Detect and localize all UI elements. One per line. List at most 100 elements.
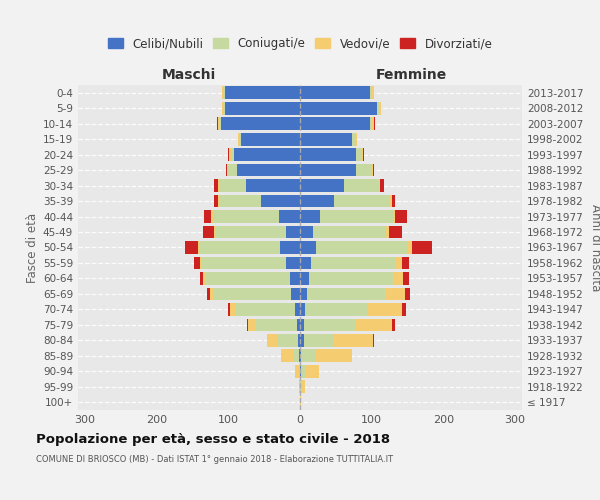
- Bar: [300, 365, 301, 378]
- Bar: [298, 334, 300, 346]
- Bar: [221, 118, 300, 130]
- Bar: [344, 179, 379, 192]
- Bar: [370, 86, 373, 99]
- Bar: [320, 210, 393, 223]
- Bar: [226, 164, 227, 176]
- Bar: [386, 226, 389, 238]
- Bar: [203, 272, 205, 285]
- Bar: [217, 118, 218, 130]
- Bar: [355, 133, 356, 145]
- Bar: [373, 164, 374, 176]
- Bar: [401, 256, 409, 270]
- Bar: [316, 241, 407, 254]
- Bar: [211, 210, 212, 223]
- Y-axis label: Anni di nascita: Anni di nascita: [589, 204, 600, 291]
- Bar: [267, 334, 278, 346]
- Text: Maschi: Maschi: [162, 68, 216, 82]
- Bar: [222, 86, 223, 99]
- Bar: [412, 241, 433, 254]
- Bar: [223, 102, 225, 115]
- Bar: [300, 226, 313, 238]
- Bar: [300, 380, 301, 393]
- Bar: [334, 334, 373, 346]
- Bar: [305, 365, 319, 378]
- Bar: [403, 272, 409, 285]
- Bar: [185, 241, 199, 254]
- Bar: [200, 272, 203, 285]
- Bar: [393, 210, 395, 223]
- Bar: [260, 194, 300, 207]
- Bar: [211, 288, 214, 300]
- Bar: [300, 241, 316, 254]
- Bar: [300, 148, 356, 161]
- Bar: [292, 288, 300, 300]
- Bar: [214, 226, 215, 238]
- Bar: [297, 318, 300, 331]
- Bar: [248, 318, 256, 331]
- Bar: [194, 256, 200, 270]
- Bar: [207, 288, 211, 300]
- Bar: [377, 102, 379, 115]
- Bar: [225, 86, 300, 99]
- Bar: [385, 288, 404, 300]
- Bar: [281, 350, 293, 362]
- Bar: [240, 133, 241, 145]
- Bar: [392, 318, 395, 331]
- Bar: [199, 241, 200, 254]
- Bar: [300, 118, 370, 130]
- Text: COMUNE DI BRIOSCO (MB) - Dati ISTAT 1° gennaio 2018 - Elaborazione TUTTITALIA.IT: COMUNE DI BRIOSCO (MB) - Dati ISTAT 1° g…: [36, 455, 393, 464]
- Bar: [229, 164, 237, 176]
- Bar: [300, 303, 305, 316]
- Bar: [212, 210, 278, 223]
- Bar: [379, 179, 380, 192]
- Bar: [237, 164, 300, 176]
- Bar: [352, 133, 355, 145]
- Bar: [219, 194, 260, 207]
- Bar: [356, 148, 362, 161]
- Bar: [295, 303, 300, 316]
- Bar: [393, 272, 403, 285]
- Bar: [374, 118, 375, 130]
- Bar: [203, 226, 214, 238]
- Bar: [295, 365, 299, 378]
- Bar: [368, 303, 403, 316]
- Bar: [334, 194, 390, 207]
- Bar: [300, 318, 304, 331]
- Bar: [222, 102, 223, 115]
- Bar: [218, 179, 219, 192]
- Bar: [301, 380, 305, 393]
- Bar: [300, 334, 304, 346]
- Bar: [300, 256, 311, 270]
- Bar: [300, 350, 301, 362]
- Bar: [370, 118, 373, 130]
- Bar: [395, 210, 407, 223]
- Bar: [404, 288, 410, 300]
- Bar: [227, 148, 229, 161]
- Bar: [313, 226, 386, 238]
- Bar: [355, 318, 392, 331]
- Bar: [379, 102, 381, 115]
- Bar: [227, 303, 230, 316]
- Bar: [223, 86, 225, 99]
- Bar: [373, 86, 374, 99]
- Bar: [300, 272, 308, 285]
- Bar: [200, 241, 280, 254]
- Bar: [300, 133, 352, 145]
- Bar: [300, 179, 344, 192]
- Bar: [316, 350, 352, 362]
- Bar: [300, 102, 377, 115]
- Bar: [299, 380, 300, 393]
- Bar: [356, 164, 371, 176]
- Bar: [238, 133, 240, 145]
- Bar: [246, 179, 300, 192]
- Bar: [299, 350, 300, 362]
- Bar: [403, 303, 406, 316]
- Bar: [230, 148, 234, 161]
- Bar: [227, 164, 229, 176]
- Bar: [371, 164, 373, 176]
- Bar: [256, 318, 297, 331]
- Bar: [373, 118, 374, 130]
- Bar: [225, 102, 300, 115]
- Bar: [278, 334, 298, 346]
- Bar: [300, 194, 334, 207]
